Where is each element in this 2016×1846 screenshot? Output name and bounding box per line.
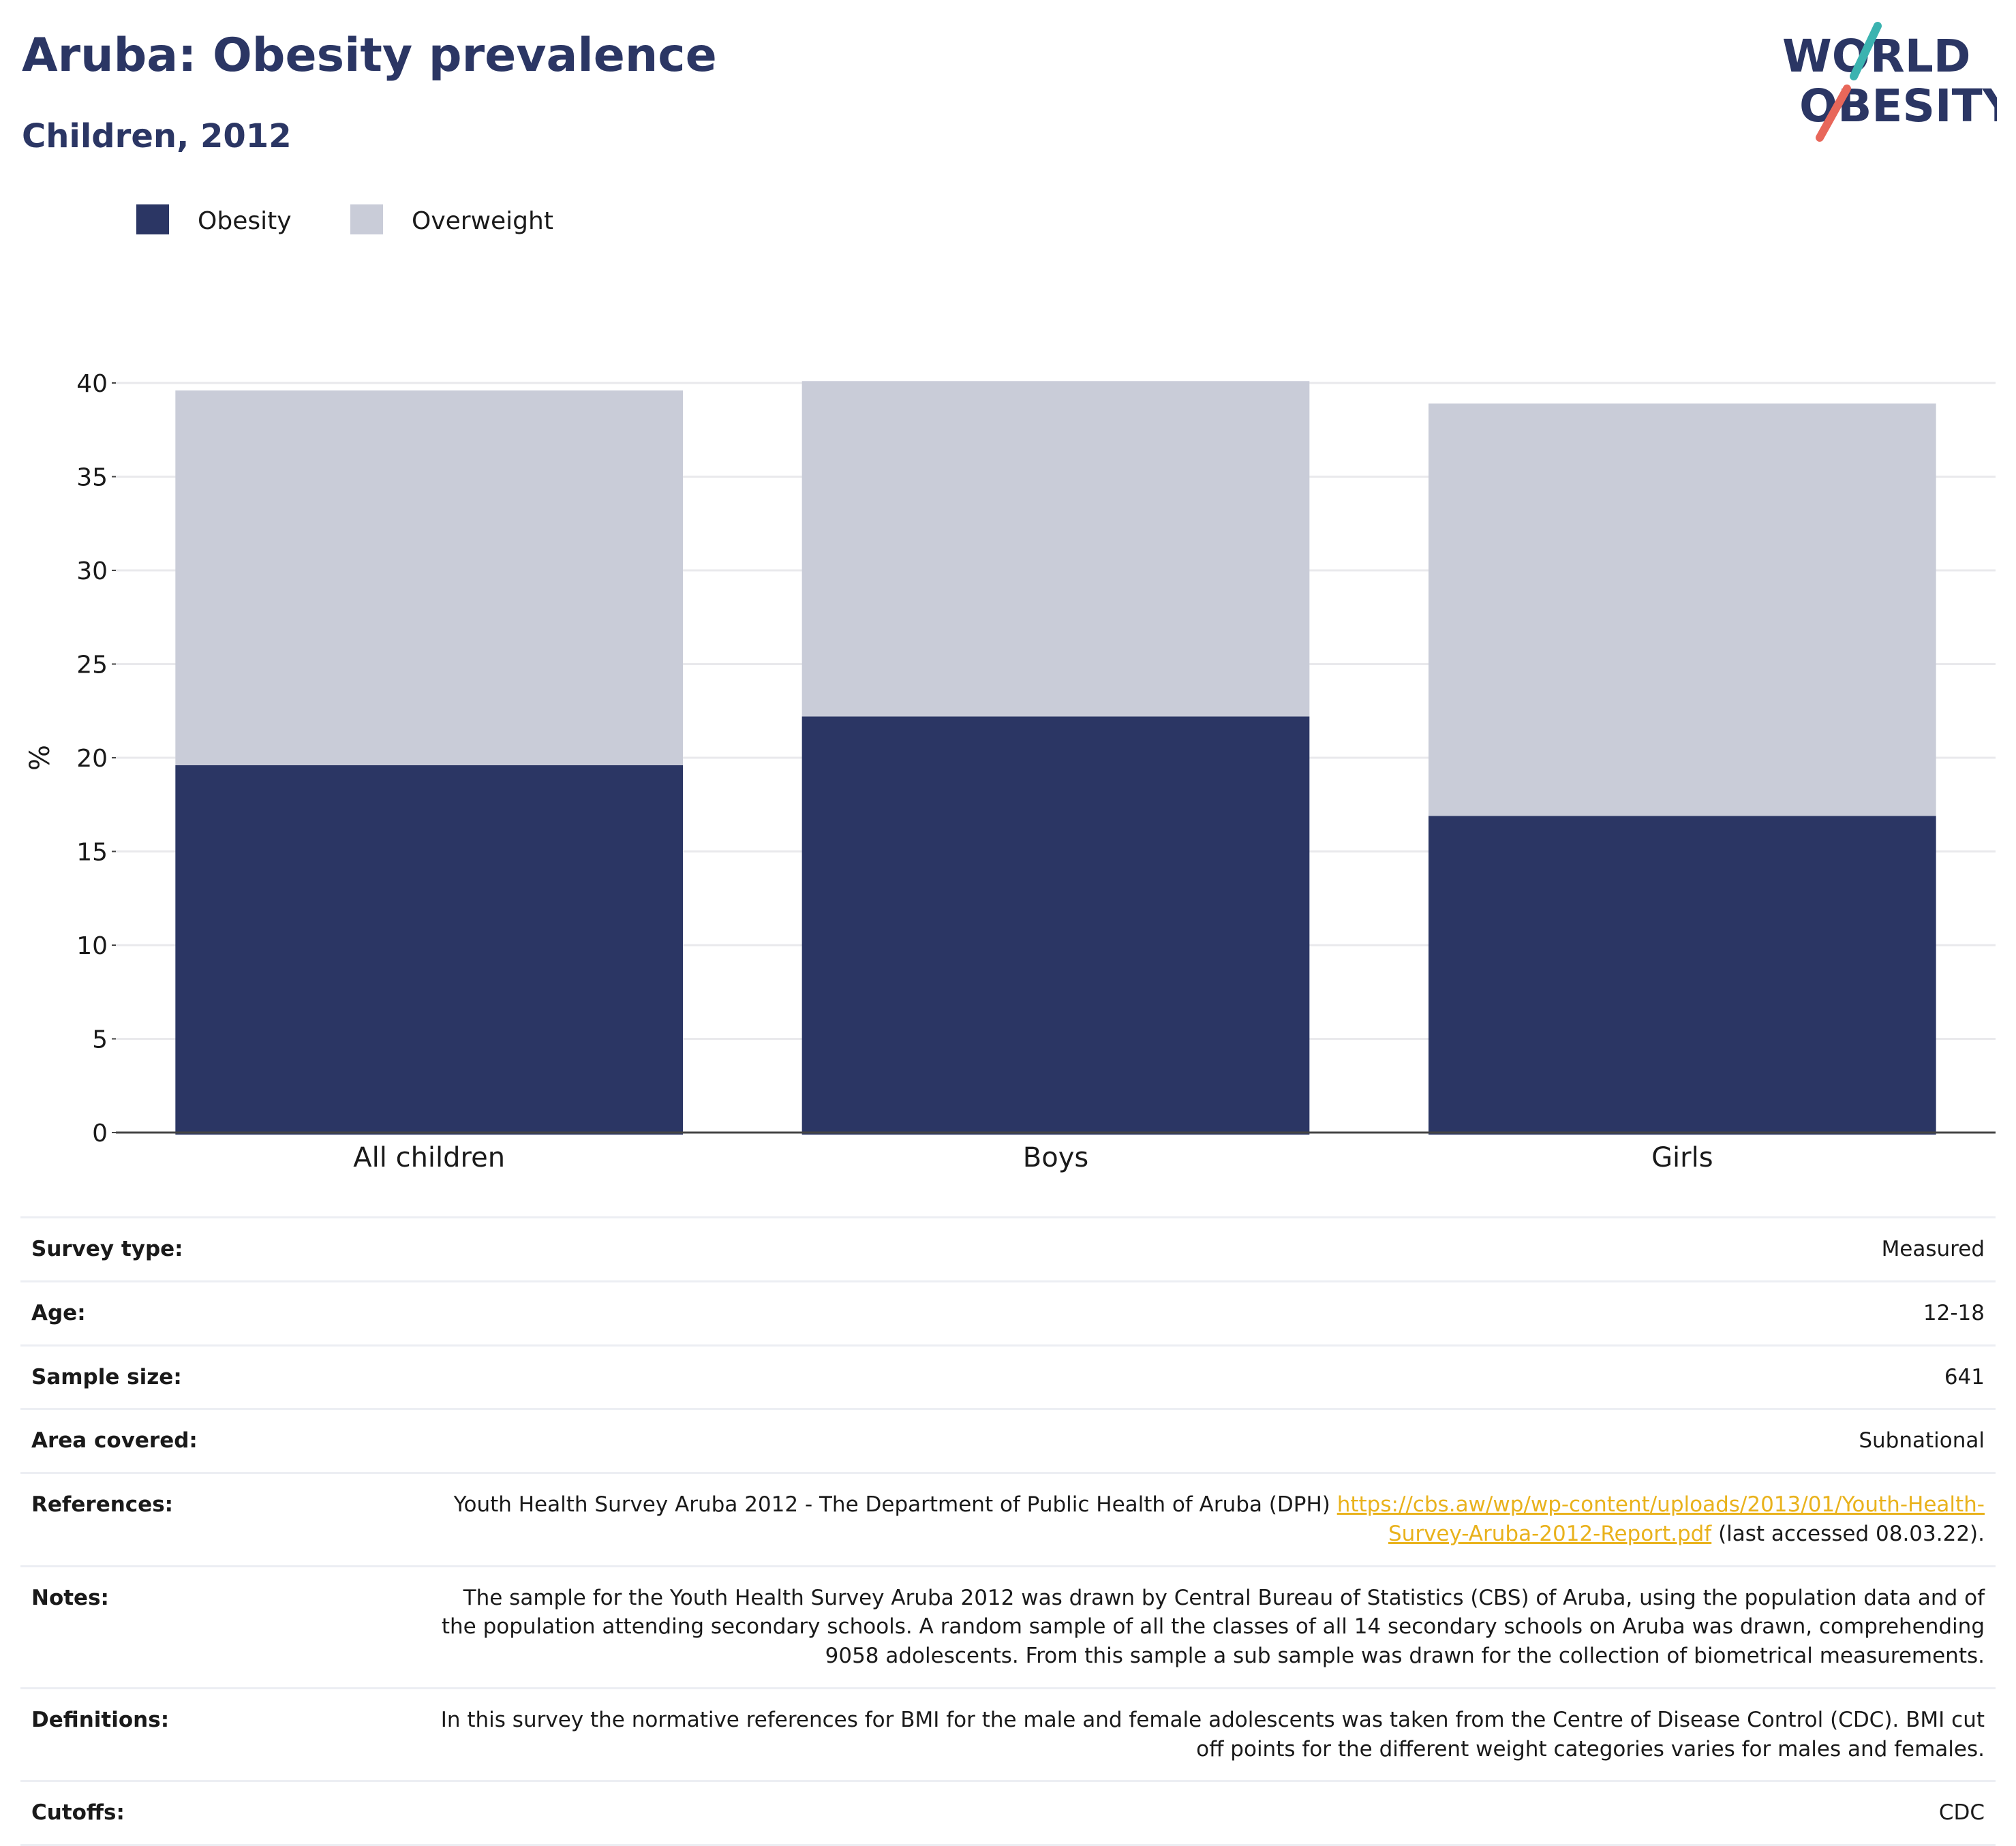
legend-swatch-overweight: [350, 204, 383, 234]
y-axis-label: %: [25, 745, 56, 771]
info-value: The sample for the Youth Health Survey A…: [424, 1565, 1996, 1689]
reference-suffix: (last accessed 08.03.22).: [1711, 1521, 1985, 1546]
axes: 0 5 10 15 20 25 30 35 40 All children Boys Girls%: [25, 370, 1996, 1173]
info-value: Subnational: [424, 1408, 1996, 1473]
logo-line1: WORLD: [1782, 30, 1971, 82]
info-value: Youth Health Survey Aruba 2012 - The Dep…: [424, 1472, 1996, 1567]
chart-subtitle: Children, 2012: [22, 117, 292, 155]
info-key: Area covered:: [20, 1408, 424, 1473]
y-tick-label: 10: [76, 932, 108, 960]
y-tick-label: 30: [76, 557, 108, 585]
info-key: Sample size:: [20, 1344, 424, 1409]
legend-label-obesity: Obesity: [198, 207, 292, 235]
info-row: Cutoffs: CDC: [20, 1780, 1996, 1846]
bar-overweight-girls: [1429, 403, 1936, 816]
info-row: References: Youth Health Survey Aruba 201…: [20, 1472, 1996, 1567]
stacked-bar-chart: Obesity Overweight 0 5 10 15 20 25 30 35 40 All ch…: [25, 204, 1996, 1173]
bar-obesity-boys: [801, 716, 1310, 1135]
info-key: Notes:: [20, 1565, 424, 1689]
info-value: In this survey the normative references …: [424, 1687, 1996, 1781]
info-row: Sample size: 641: [20, 1344, 1996, 1409]
legend: Obesity Overweight: [136, 204, 553, 235]
info-value: 641: [424, 1344, 1996, 1409]
logo-slash-bottom: [1816, 84, 1851, 142]
info-row: Area covered: Subnational: [20, 1408, 1996, 1473]
info-row: Definitions: In this survey the normative…: [20, 1687, 1996, 1781]
x-category-label: Girls: [1651, 1142, 1713, 1173]
reference-text: Youth Health Survey Aruba 2012 - The Dep…: [453, 1492, 1337, 1518]
y-tick-label: 35: [76, 464, 108, 492]
y-tick-label: 40: [76, 370, 108, 398]
info-key: References:: [20, 1472, 424, 1567]
info-key: Definitions:: [20, 1687, 424, 1781]
info-key: Cutoffs:: [20, 1780, 424, 1846]
info-key: Age:: [20, 1280, 424, 1346]
x-category-label: All children: [353, 1142, 505, 1173]
y-tick-label: 0: [92, 1120, 108, 1148]
bar-obesity-all-children: [175, 765, 683, 1135]
chart-title: Aruba: Obesity prevalence: [22, 29, 717, 82]
world-obesity-logo: WORLD OBESITY: [1782, 22, 1997, 142]
info-value: Measured: [424, 1216, 1996, 1282]
bar-overweight-all-children: [175, 390, 683, 765]
legend-label-overweight: Overweight: [412, 207, 553, 235]
legend-swatch-obesity: [136, 204, 169, 234]
x-category-label: Boys: [1023, 1142, 1088, 1173]
y-tick-label: 25: [76, 651, 108, 679]
y-tick-label: 20: [76, 745, 108, 773]
reference-link[interactable]: https://cbs.aw/wp/wp-content/uploads/201…: [1337, 1492, 1985, 1546]
info-row: Survey type: Measured: [20, 1216, 1996, 1282]
bars: [175, 381, 1936, 1135]
info-row: Notes: The sample for the Youth Health Su…: [20, 1565, 1996, 1689]
info-value: 12-18: [424, 1280, 1996, 1346]
y-tick-label: 5: [92, 1026, 108, 1054]
info-value: CDC: [424, 1780, 1996, 1846]
info-key: Survey type:: [20, 1216, 424, 1282]
bar-overweight-boys: [801, 381, 1310, 717]
bar-obesity-girls: [1429, 816, 1936, 1135]
y-tick-label: 15: [76, 839, 108, 867]
logo-slash-top: [1850, 22, 1882, 80]
survey-info-table: Survey type: Measured Age: 12-18 Sample size…: [20, 1216, 1996, 1846]
info-row: Age: 12-18: [20, 1280, 1996, 1346]
